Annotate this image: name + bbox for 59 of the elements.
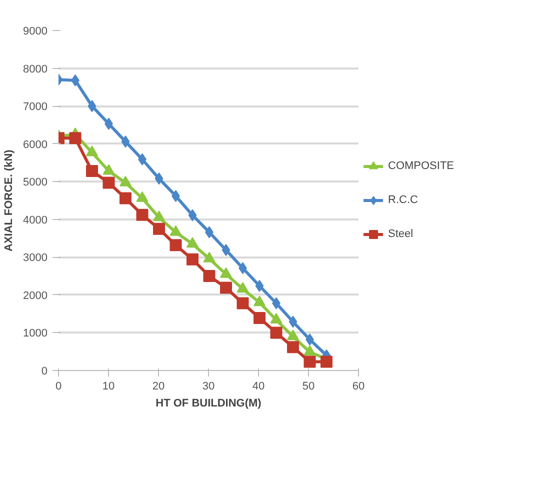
- point: [236, 282, 249, 293]
- point: [88, 100, 96, 112]
- point: [287, 330, 299, 340]
- point: [254, 312, 266, 324]
- y-tick-label: 3000: [23, 252, 48, 264]
- point: [270, 326, 282, 339]
- x-tick-label: 20: [152, 380, 165, 392]
- y-tick-label: 8000: [23, 63, 48, 76]
- point: [170, 225, 182, 236]
- y-tick-label: 4000: [23, 214, 48, 226]
- point: [186, 253, 198, 266]
- point: [304, 356, 316, 368]
- point: [203, 252, 216, 262]
- legend-label: R.C.C: [388, 194, 418, 206]
- point: [236, 297, 249, 310]
- point: [203, 270, 216, 282]
- x-tick-label: 40: [252, 380, 265, 392]
- point: [136, 191, 148, 202]
- point: [320, 356, 332, 368]
- point: [154, 172, 164, 185]
- point: [270, 313, 282, 324]
- point: [304, 345, 316, 356]
- point: [153, 210, 165, 222]
- point: [220, 267, 232, 278]
- point: [102, 176, 115, 189]
- x-axis-title: HT OF BUILDING(M): [156, 398, 262, 410]
- point: [121, 136, 130, 148]
- point: [288, 316, 298, 328]
- point: [287, 341, 299, 354]
- legend-label: COMPOSITE: [388, 160, 454, 172]
- point: [186, 237, 198, 248]
- y-tick-label: 5000: [23, 176, 48, 189]
- y-tick-label: 9000: [23, 26, 48, 38]
- x-tick-label: 30: [202, 380, 215, 392]
- point: [120, 192, 132, 204]
- point: [86, 165, 98, 178]
- y-tick-label: 1000: [23, 328, 48, 340]
- legend-label: Steel: [388, 228, 414, 240]
- point: [69, 132, 82, 144]
- y-tick-label: 0: [41, 366, 48, 378]
- y-axis-title: AXIAL FORCE. (kN): [3, 149, 16, 252]
- point: [102, 164, 115, 175]
- point: [222, 244, 230, 256]
- point: [188, 209, 197, 222]
- x-tick-label: 60: [352, 380, 365, 392]
- point: [220, 282, 232, 294]
- point: [120, 176, 132, 186]
- point: [136, 208, 148, 221]
- point: [153, 222, 165, 235]
- x-tick-label: 50: [302, 380, 315, 392]
- y-tick-label: 6000: [23, 138, 48, 151]
- point: [255, 280, 264, 292]
- x-tick-label: 10: [102, 380, 115, 392]
- x-tick-label: 0: [55, 380, 62, 392]
- y-tick-label: 2000: [23, 290, 48, 302]
- point: [170, 239, 182, 252]
- point: [86, 146, 98, 156]
- point: [254, 296, 266, 306]
- y-tick-label: 7000: [23, 101, 48, 114]
